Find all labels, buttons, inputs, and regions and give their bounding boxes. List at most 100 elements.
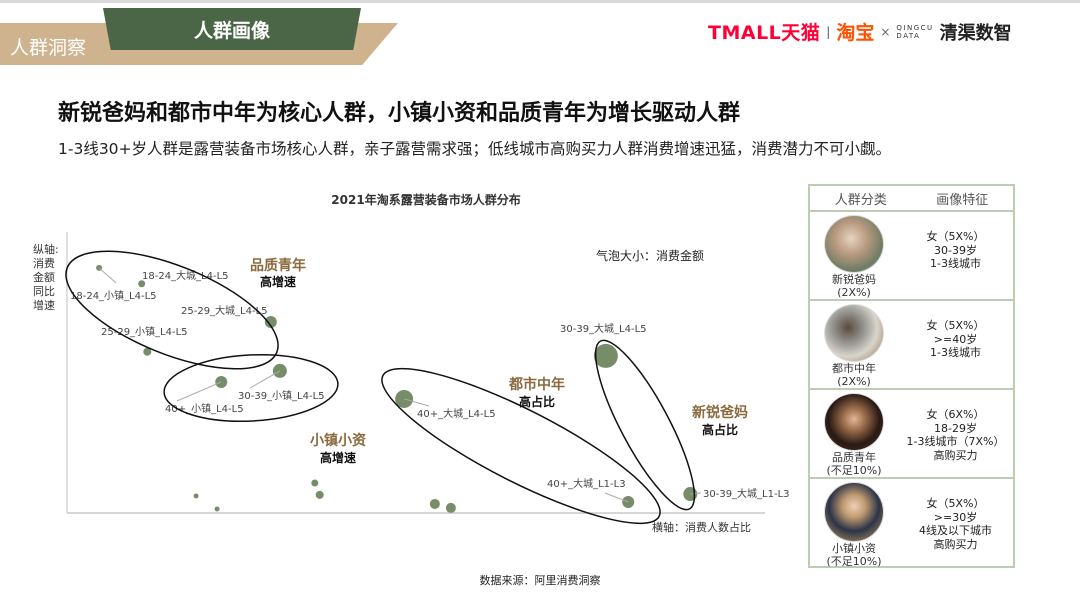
avatar-urban-middle-age [824, 304, 884, 362]
feature: 女（5X%） [926, 497, 985, 510]
group-tag: 高增速 [320, 450, 356, 465]
bubble [315, 490, 324, 499]
cross-mark: × [880, 24, 891, 39]
avatar-quality-youth [824, 393, 884, 451]
page-title: 新锐爸妈和都市中年为核心人群，小镇小资和品质青年为增长驱动人群 [58, 101, 741, 126]
y-label-line: 消费 [33, 256, 55, 270]
feature: >=40岁 [933, 332, 978, 346]
persona-name: 都市中年 [832, 362, 876, 375]
bubble [311, 479, 319, 487]
leader-line [403, 398, 430, 407]
bubble-label: 18-24_小镇_L4-L5 [70, 289, 157, 302]
bubble-label: 18-24_大城_L4-L5 [142, 269, 229, 282]
bubble-size-note: 气泡大小：消费金额 [596, 248, 704, 263]
bubble-label: 25-29_大城_L4-L5 [181, 304, 268, 317]
table-row: 新锐爸妈 (2X%) 女（5X%） 30-39岁 1-3线城市 [810, 212, 1013, 301]
feature: 1-3线城市 [930, 257, 981, 270]
bubble [214, 506, 220, 512]
bubble [264, 315, 277, 328]
group-tag: 高占比 [519, 394, 555, 409]
section-label: 人群洞察 [10, 37, 87, 59]
persona-table: 人群分类 画像特征 新锐爸妈 (2X%) 女（5X%） 30-39岁 1-3线城市 都… [808, 184, 1015, 568]
persona-share: (2X%) [837, 375, 871, 388]
chart-title: 2021年淘系露营装备市场人群分布 [331, 192, 520, 207]
partner-logos: TMALL天猫 | 淘宝 × QINGCU DATA 清渠数智 [708, 18, 1012, 45]
qingqu-logo-text: 清渠数智 [939, 22, 1012, 44]
group-tag: 高增速 [260, 274, 296, 289]
y-axis-label: 纵轴: 消费 金额 同比 增速 [33, 242, 59, 312]
table-header: 人群分类 画像特征 [810, 186, 1013, 212]
group-name: 小镇小资 [310, 432, 366, 449]
feature: 女（6X%） [926, 408, 985, 421]
group-name: 品质青年 [250, 257, 306, 274]
group-name: 新锐爸妈 [692, 404, 748, 421]
top-border [0, 0, 1080, 3]
feature: 女（5X%） [926, 319, 985, 332]
y-label-line: 金额 [33, 270, 55, 284]
tmall-logo: TMALL天猫 [708, 22, 821, 44]
leader-line [249, 370, 281, 389]
table-row: 品质青年 (不足10%) 女（6X%） 18-29岁 1-3线城市（7X%） 高购买力 [810, 390, 1013, 479]
bubble-label: 40+_大城_L4-L5 [417, 407, 496, 420]
persona-name: 小镇小资 [832, 542, 876, 555]
qingcu-top: QINGCU [896, 23, 934, 32]
bubble-label: 30-39_大城_L1-L3 [703, 487, 790, 500]
active-tab-bg [103, 8, 361, 50]
persona-name: 品质青年 [832, 451, 876, 464]
taobao-logo: 淘宝 [836, 22, 875, 44]
group-labels: 品质青年 高增速 小镇小资 高增速 都市中年 高占比 新锐爸妈 高占比 [250, 257, 748, 465]
feature: 4线及以下城市 [919, 524, 992, 537]
qingcu-logo: QINGCU DATA [896, 24, 933, 40]
bubble [138, 280, 146, 288]
bubble-label: 30-39_小镇_L4-L5 [238, 389, 325, 402]
bubble-chart: 2021年淘系露营装备市场人群分布 纵轴: 消费 金额 同比 增速 横轴：消费人… [33, 192, 790, 534]
persona-share: (不足10%) [826, 555, 882, 568]
ellipse-xinrui [594, 339, 696, 511]
header-category: 人群分类 [834, 192, 887, 208]
bubble [193, 493, 199, 499]
feature: >=30岁 [933, 510, 978, 524]
group-name: 都市中年 [508, 376, 565, 393]
leader-line [98, 267, 117, 284]
feature: 18-29岁 [934, 421, 977, 435]
avatar-family [824, 215, 884, 273]
bubble [143, 347, 152, 356]
y-label-line: 同比 [33, 285, 55, 298]
header-features: 画像特征 [936, 192, 989, 208]
persona-name: 新锐爸妈 [832, 273, 876, 286]
data-source: 数据来源：阿里消费洞察 [479, 574, 601, 587]
qingcu-bottom: DATA [896, 31, 921, 40]
leader-line [604, 492, 629, 503]
x-axis-label: 横轴：消费人数占比 [652, 520, 751, 534]
active-tab-label: 人群画像 [193, 20, 270, 42]
group-ellipses [65, 250, 696, 525]
group-tag: 高占比 [702, 422, 738, 437]
logo-divider: | [826, 24, 831, 39]
feature: 1-3线城市（7X%） [906, 435, 1005, 448]
feature: 高购买力 [933, 537, 978, 551]
bubble [445, 502, 456, 513]
bubble-label: 40+_大城_L1-L3 [547, 477, 626, 490]
feature: 30-39岁 [934, 243, 977, 257]
bubbles: 18-24_小镇_L4-L5 18-24_大城_L4-L5 25-29_大城_L4-… [70, 264, 790, 513]
feature: 1-3线城市 [930, 346, 981, 359]
bubble [429, 498, 440, 509]
feature: 女（5X%） [926, 230, 985, 243]
bubble-label: 30-39_大城_L4-L5 [560, 322, 647, 335]
y-label-line: 纵轴: [33, 242, 59, 256]
avatar-small-town [824, 482, 884, 542]
ellipse-pinzhi [65, 250, 279, 370]
y-label-line: 增速 [33, 298, 55, 312]
page-subtitle: 1-3线30+岁人群是露营装备市场核心人群，亲子露营需求强；低线城市高购买力人群… [58, 140, 892, 158]
table-row: 都市中年 (2X%) 女（5X%） >=40岁 1-3线城市 [810, 301, 1013, 390]
feature: 高购买力 [933, 448, 978, 462]
table-row: 小镇小资 (不足10%) 女（5X%） >=30岁 4线及以下城市 高购买力 [810, 479, 1013, 568]
ellipse-dushi [381, 367, 661, 525]
ellipse-xiaozhen [163, 353, 339, 423]
persona-share: (2X%) [837, 286, 871, 299]
leader-line [690, 492, 702, 495]
persona-share: (不足10%) [826, 464, 882, 477]
leader-line [176, 381, 222, 402]
bubble [593, 343, 618, 368]
bubble-label: 25-29_小镇_L4-L5 [101, 325, 188, 338]
